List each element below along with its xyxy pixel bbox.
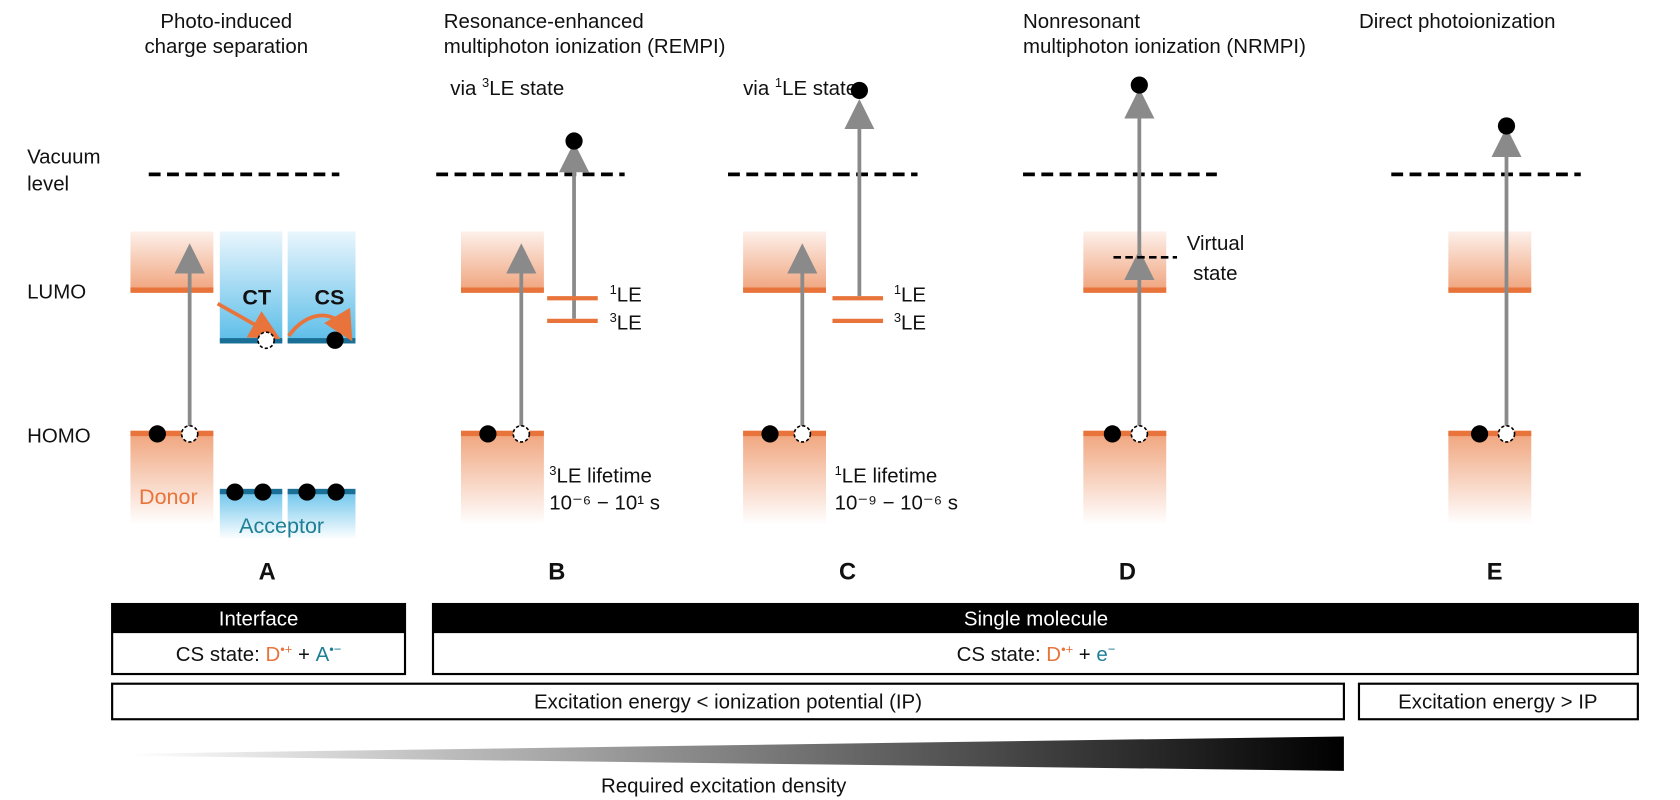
vacuum-label-1: Vacuum (27, 146, 100, 169)
interface-cs-state: CS state: D•+ + A•− (176, 642, 342, 667)
title-nrmpi-line1: Nonresonant (1023, 10, 1140, 33)
excitation-arrows (174, 88, 1522, 427)
single-molecule-header-text: Single molecule (964, 608, 1108, 631)
electrons (148, 76, 1516, 501)
title-direct: Direct photoionization (1359, 10, 1556, 33)
title-rempi-line2: multiphoton ionization (REMPI) (444, 35, 726, 58)
le-levels (547, 296, 884, 324)
b-1le-label: 1LE (610, 282, 642, 307)
acceptor-label: Acceptor (239, 514, 324, 538)
ct-label: CT (242, 286, 271, 310)
title-a-line2: charge separation (144, 35, 308, 58)
virtual-label-1: Virtual (1187, 232, 1245, 255)
panel-letter-e: E (1487, 559, 1503, 585)
b-lifetime-range: 10⁻⁶ − 10¹ s (549, 491, 660, 514)
lumo-label: LUMO (27, 280, 86, 303)
title-a-line1: Photo-induced (160, 10, 292, 33)
interface-header (112, 604, 406, 634)
panel-letter-a: A (259, 559, 276, 585)
c-lifetime-label: 1LE lifetime (835, 463, 938, 488)
donor-label: Donor (139, 485, 198, 509)
c-lifetime-range: 10⁻⁹ − 10⁻⁶ s (835, 491, 958, 514)
via-3le-label: via 3LE state (450, 75, 564, 100)
excitation-density-wedge (129, 736, 1344, 771)
interface-header-text: Interface (219, 608, 299, 631)
homo-label: HOMO (27, 425, 91, 448)
cs-arrow (287, 307, 353, 342)
ct-arrow (216, 301, 281, 340)
title-nrmpi-line2: multiphoton ionization (NRMPI) (1023, 35, 1306, 58)
c-1le-label: 1LE (894, 282, 926, 307)
virtual-label-2: state (1193, 262, 1237, 285)
below-ip-label: Excitation energy < ionization potential… (534, 690, 922, 713)
density-label: Required excitation density (601, 774, 847, 797)
panel-letter-b: B (548, 559, 565, 585)
via-1le-label: via 1LE state (743, 75, 857, 100)
c-3le-label: 3LE (894, 310, 926, 335)
vacuum-label-2: level (27, 173, 69, 196)
panel-letter-c: C (839, 559, 856, 585)
above-ip-box (1357, 682, 1639, 721)
b-lifetime-label: 3LE lifetime (549, 463, 652, 488)
panel-letter-d: D (1119, 559, 1136, 585)
below-ip-box (111, 682, 1345, 721)
above-ip-label: Excitation energy > IP (1398, 690, 1597, 713)
holes (180, 331, 1516, 443)
single-molecule-cs-state: CS state: D•+ + e− (957, 642, 1116, 667)
title-rempi-line1: Resonance-enhanced (444, 10, 644, 33)
single-molecule-header (433, 604, 1638, 634)
b-3le-label: 3LE (610, 310, 642, 335)
cs-label: CS (315, 286, 345, 310)
